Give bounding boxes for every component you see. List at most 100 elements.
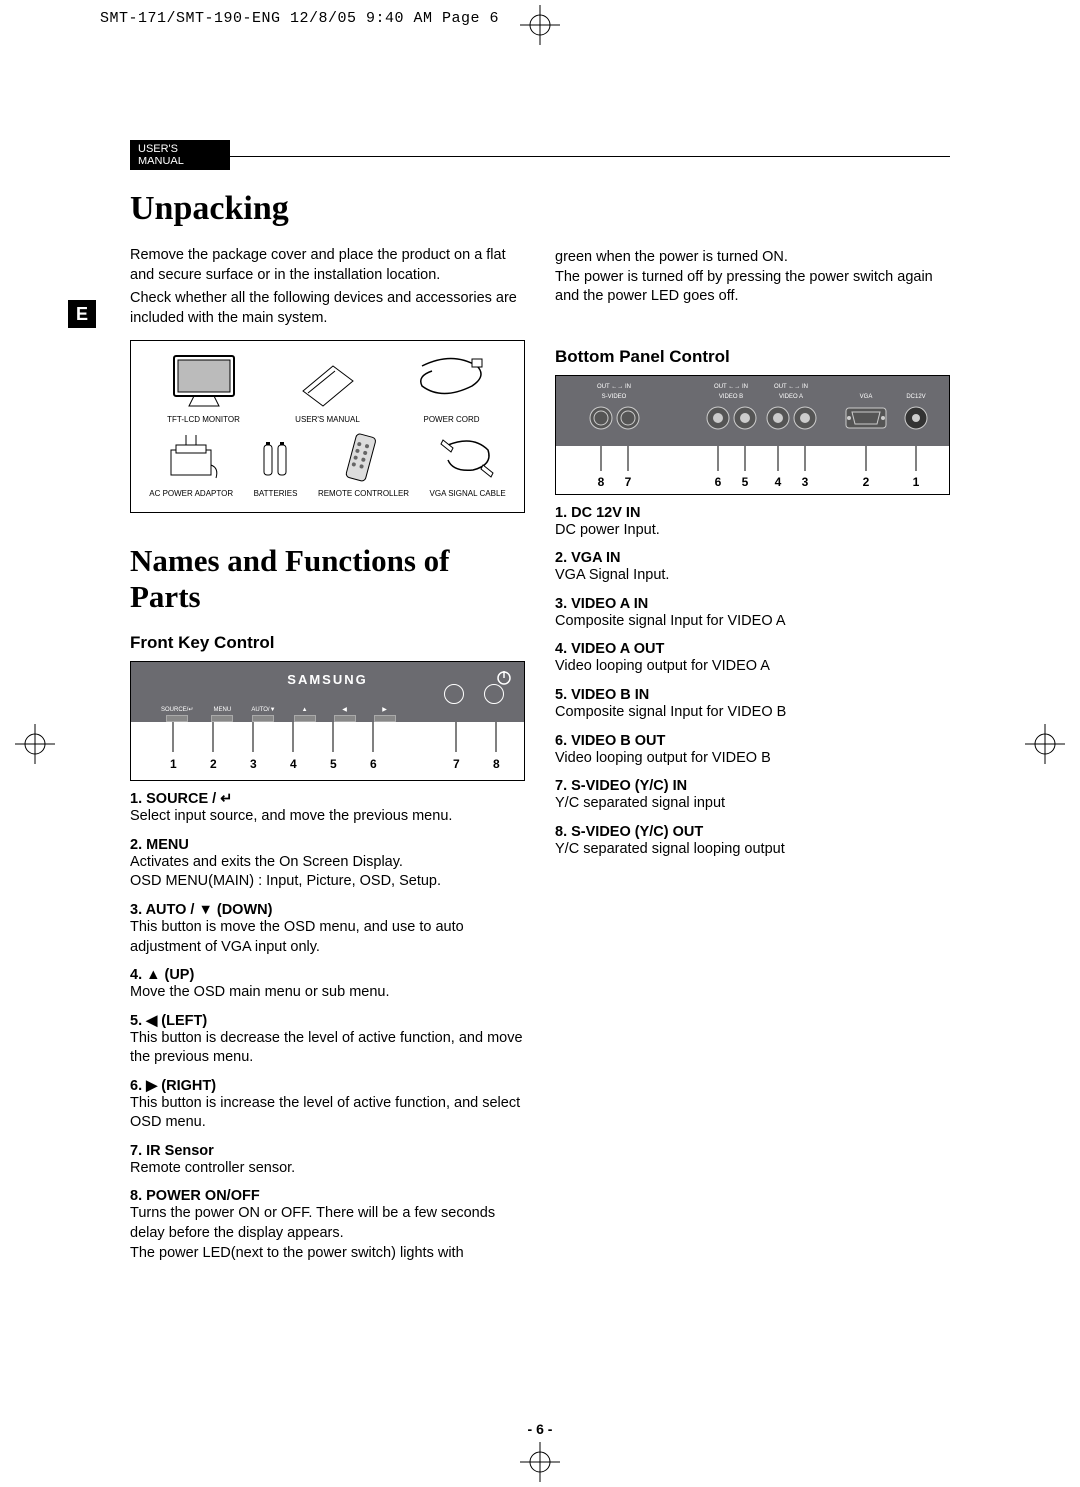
vga-cable-icon xyxy=(433,430,503,485)
front-key-list: 1. SOURCE / ↵Select input source, and mo… xyxy=(130,791,525,1263)
list-item-head: 6. ▶ (RIGHT) xyxy=(130,1078,525,1094)
crop-mark-right xyxy=(1025,724,1065,764)
svg-text:S-VIDEO: S-VIDEO xyxy=(602,394,627,400)
right-column: green when the power is turned ON. The p… xyxy=(555,190,950,1263)
item-adaptor: AC POWER ADAPTOR xyxy=(149,430,233,498)
front-list-item: 8. POWER ON/OFFTurns the power ON or OFF… xyxy=(130,1188,525,1263)
list-item-body: VGA Signal Input. xyxy=(555,566,950,586)
manual-icon xyxy=(293,351,363,411)
list-item-head: 5. VIDEO B IN xyxy=(555,687,950,703)
front-list-item: 5. ◀ (LEFT)This button is decrease the l… xyxy=(130,1013,525,1068)
bottom-panel-diagram: OUT ←→ IN S-VIDEO OUT ←→ IN VIDEO B OUT … xyxy=(555,375,950,495)
svg-text:7: 7 xyxy=(625,475,632,489)
item-vga-cable: VGA SIGNAL CABLE xyxy=(430,430,506,498)
list-item-body: Composite signal Input for VIDEO A xyxy=(555,612,950,632)
list-item-body: Y/C separated signal input xyxy=(555,794,950,814)
bottom-list-item: 3. VIDEO A INComposite signal Input for … xyxy=(555,596,950,632)
list-item-body: Y/C separated signal looping output xyxy=(555,840,950,860)
svg-text:4: 4 xyxy=(775,475,782,489)
bottom-list-item: 8. S-VIDEO (Y/C) OUTY/C separated signal… xyxy=(555,824,950,860)
unpacking-title: Unpacking xyxy=(130,190,525,228)
list-item-body: This button is decrease the level of act… xyxy=(130,1029,525,1068)
left-column: Unpacking Remove the package cover and p… xyxy=(130,190,525,1263)
svg-text:OUT ←→ IN: OUT ←→ IN xyxy=(597,384,631,390)
brand-label: SAMSUNG xyxy=(287,672,367,687)
list-item-head: 3. VIDEO A IN xyxy=(555,596,950,612)
front-list-item: 7. IR SensorRemote controller sensor. xyxy=(130,1143,525,1179)
svg-text:OUT ←→ IN: OUT ←→ IN xyxy=(714,384,748,390)
manual-label: USER'S MANUAL xyxy=(130,140,230,170)
list-item-head: 8. S-VIDEO (Y/C) OUT xyxy=(555,824,950,840)
bottom-list-item: 2. VGA INVGA Signal Input. xyxy=(555,550,950,586)
crop-mark-bottom xyxy=(520,1442,560,1482)
list-item-head: 1. DC 12V IN xyxy=(555,505,950,521)
svg-text:2: 2 xyxy=(863,475,870,489)
list-item-head: 8. POWER ON/OFF xyxy=(130,1188,525,1204)
bottom-list-item: 6. VIDEO B OUTVideo looping output for V… xyxy=(555,733,950,769)
svg-text:6: 6 xyxy=(715,475,722,489)
manual-label-rule xyxy=(130,156,950,157)
list-item-body: This button is move the OSD menu, and us… xyxy=(130,918,525,957)
list-item-head: 5. ◀ (LEFT) xyxy=(130,1013,525,1029)
list-item-head: 4. VIDEO A OUT xyxy=(555,641,950,657)
svg-text:VIDEO B: VIDEO B xyxy=(719,394,743,400)
remote-icon xyxy=(336,430,391,485)
print-header: SMT-171/SMT-190-ENG 12/8/05 9:40 AM Page… xyxy=(100,10,499,27)
item-manual: USER'S MANUAL xyxy=(293,351,363,424)
item-batteries: BATTERIES xyxy=(254,430,298,498)
list-item-body: Video looping output for VIDEO B xyxy=(555,749,950,769)
svg-text:8: 8 xyxy=(598,475,605,489)
language-tab: E xyxy=(68,300,96,328)
list-item-body: Select input source, and move the previo… xyxy=(130,807,525,827)
front-list-item: 3. AUTO / ▼ (DOWN)This button is move th… xyxy=(130,902,525,957)
svg-text:VGA: VGA xyxy=(860,394,873,400)
svg-text:OUT ←→ IN: OUT ←→ IN xyxy=(774,384,808,390)
adaptor-icon xyxy=(161,430,221,485)
svg-text:5: 5 xyxy=(742,475,749,489)
front-list-item: 1. SOURCE / ↵Select input source, and mo… xyxy=(130,791,525,827)
list-item-head: 3. AUTO / ▼ (DOWN) xyxy=(130,902,525,918)
svg-text:DC12V: DC12V xyxy=(906,394,925,400)
crop-mark-top xyxy=(520,5,560,45)
list-item-body: Activates and exits the On Screen Displa… xyxy=(130,853,525,892)
front-list-item: 4. ▲ (UP)Move the OSD main menu or sub m… xyxy=(130,967,525,1003)
front-list-item: 6. ▶ (RIGHT)This button is increase the … xyxy=(130,1078,525,1133)
bottom-list-item: 4. VIDEO A OUTVideo looping output for V… xyxy=(555,641,950,677)
power-continuation: green when the power is turned ON. The p… xyxy=(555,248,950,307)
list-item-head: 6. VIDEO B OUT xyxy=(555,733,950,749)
names-title: Names and Functions of Parts xyxy=(130,543,525,615)
front-panel-diagram: SAMSUNG SOURCE/↵ MENU AUTO/▼ ▲ ◀ ▶ xyxy=(130,661,525,781)
svg-text:VIDEO A: VIDEO A xyxy=(779,394,803,400)
list-item-body: Composite signal Input for VIDEO B xyxy=(555,703,950,723)
svg-text:3: 3 xyxy=(802,475,809,489)
item-monitor: TFT-LCD MONITOR xyxy=(164,351,244,424)
power-cord-icon xyxy=(412,351,492,411)
front-list-item: 2. MENUActivates and exits the On Screen… xyxy=(130,837,525,892)
list-item-body: Turns the power ON or OFF. There will be… xyxy=(130,1204,525,1263)
bottom-list-item: 1. DC 12V INDC power Input. xyxy=(555,505,950,541)
list-item-head: 2. MENU xyxy=(130,837,525,853)
unpacking-p2: Check whether all the following devices … xyxy=(130,289,525,328)
list-item-head: 1. SOURCE / ↵ xyxy=(130,791,525,807)
bottom-list-item: 7. S-VIDEO (Y/C) INY/C separated signal … xyxy=(555,778,950,814)
bottom-panel-heading: Bottom Panel Control xyxy=(555,347,950,367)
item-power-cord: POWER CORD xyxy=(412,351,492,424)
list-item-head: 2. VGA IN xyxy=(555,550,950,566)
unpacking-contents-box: TFT-LCD MONITOR USER'S MANUAL POWER CORD xyxy=(130,340,525,513)
list-item-head: 4. ▲ (UP) xyxy=(130,967,525,983)
crop-mark-left xyxy=(15,724,55,764)
unpacking-p1: Remove the package cover and place the p… xyxy=(130,246,525,285)
monitor-icon xyxy=(164,351,244,411)
front-key-heading: Front Key Control xyxy=(130,633,525,653)
list-item-body: Move the OSD main menu or sub menu. xyxy=(130,983,525,1003)
bottom-panel-list: 1. DC 12V INDC power Input. 2. VGA INVGA … xyxy=(555,505,950,860)
batteries-icon xyxy=(256,430,296,485)
item-remote: REMOTE CONTROLLER xyxy=(318,430,409,498)
list-item-body: Video looping output for VIDEO A xyxy=(555,657,950,677)
bottom-list-item: 5. VIDEO B INComposite signal Input for … xyxy=(555,687,950,723)
svg-text:1: 1 xyxy=(913,475,920,489)
list-item-head: 7. S-VIDEO (Y/C) IN xyxy=(555,778,950,794)
page-number: - 6 - xyxy=(528,1421,553,1437)
list-item-body: DC power Input. xyxy=(555,521,950,541)
list-item-body: Remote controller sensor. xyxy=(130,1159,525,1179)
